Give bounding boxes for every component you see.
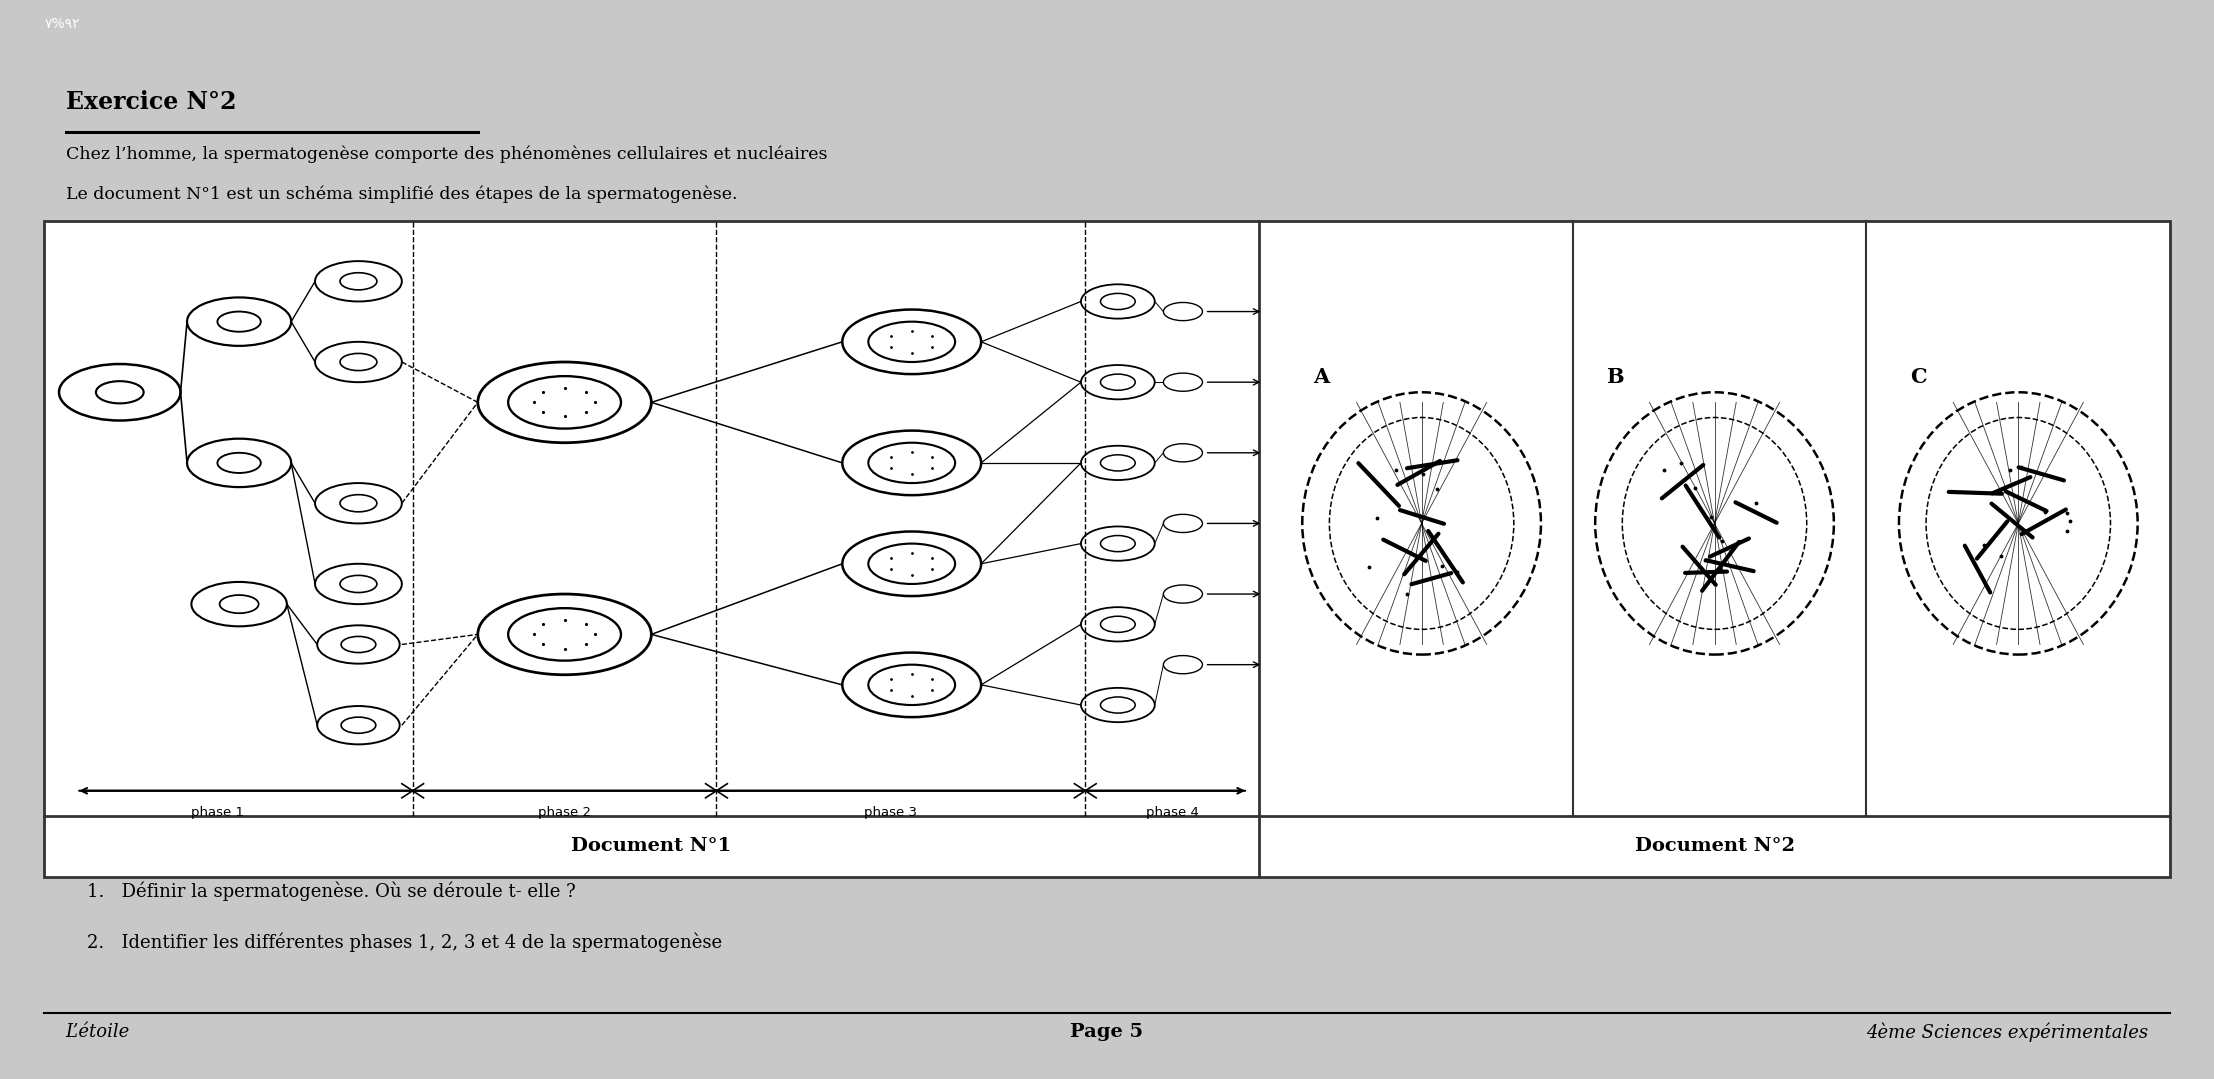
Text: Page 5: Page 5 [1069, 1023, 1145, 1041]
Text: Exercice N°2: Exercice N°2 [66, 90, 237, 113]
Text: C: C [1911, 367, 1926, 387]
Text: 1.   Définir la spermatogenèse. Où se déroule t- elle ?: 1. Définir la spermatogenèse. Où se déro… [86, 882, 576, 901]
Text: Document N°2: Document N°2 [1634, 837, 1796, 856]
Text: 2.   Identifier les différentes phases 1, 2, 3 et 4 de la spermatogenèse: 2. Identifier les différentes phases 1, … [86, 932, 722, 952]
Text: 4ème Sciences expérimentales: 4ème Sciences expérimentales [1866, 1023, 2148, 1042]
Text: phase 2: phase 2 [538, 806, 591, 819]
Text: phase 3: phase 3 [863, 806, 917, 819]
Text: phase 1: phase 1 [190, 806, 244, 819]
Text: ٧%۹۲: ٧%۹۲ [44, 17, 80, 31]
Text: Chez l’homme, la spermatogenèse comporte des phénomènes cellulaires et nucléaire: Chez l’homme, la spermatogenèse comporte… [66, 145, 828, 163]
Text: B: B [1605, 367, 1623, 387]
Text: L’étoile: L’étoile [66, 1023, 131, 1041]
Text: Le document N°1 est un schéma simplifié des étapes de la spermatogenèse.: Le document N°1 est un schéma simplifié … [66, 186, 737, 203]
Text: A: A [1313, 367, 1328, 387]
Bar [44, 221, 2170, 876]
Text: phase 4: phase 4 [1145, 806, 1198, 819]
Text: Document N°1: Document N°1 [571, 837, 731, 856]
